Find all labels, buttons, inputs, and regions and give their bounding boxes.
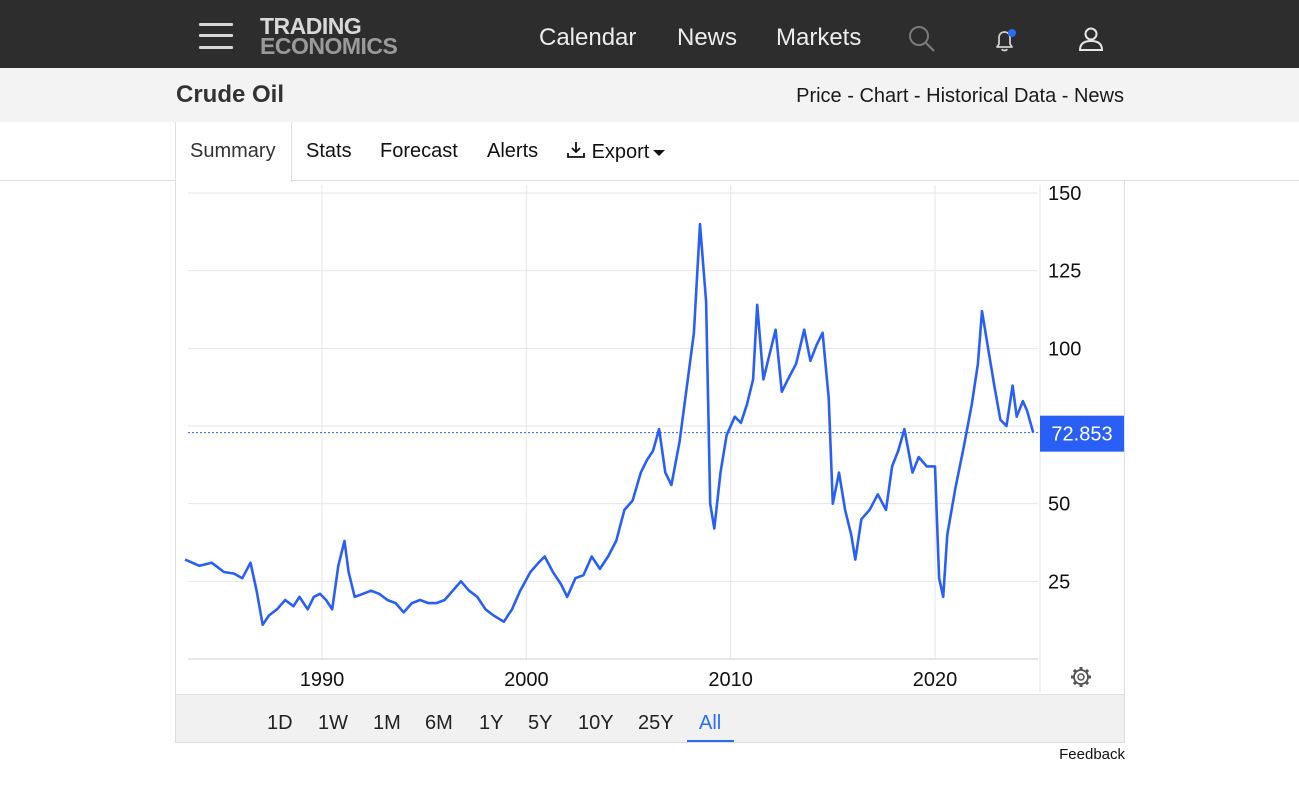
current-value-badge: [1040, 415, 1124, 452]
search-icon[interactable]: [907, 24, 937, 59]
sub-navigation: Price - Chart - Historical Data - News: [796, 85, 1124, 108]
active-tab-indicator: [175, 122, 292, 182]
series-layer: [184, 222, 1035, 627]
current-value-layer: 72.853: [188, 415, 1124, 452]
subnav-price[interactable]: Price: [796, 85, 842, 107]
price-series-line: [184, 222, 1035, 627]
bell-icon[interactable]: [990, 26, 1020, 61]
feedback-link[interactable]: Feedback: [1059, 746, 1125, 763]
tabs-bar: [0, 122, 1299, 181]
range-all[interactable]: All: [699, 712, 722, 734]
x-tick-label: 1990: [300, 669, 345, 691]
nav-calendar[interactable]: Calendar: [539, 24, 637, 51]
range-5y[interactable]: 5Y: [528, 712, 553, 734]
tab-summary[interactable]: Summary: [190, 140, 276, 162]
download-icon: [567, 142, 585, 158]
x-tick-label: 2020: [913, 669, 958, 691]
y-tick-label: 50: [1048, 494, 1070, 516]
subnav-news[interactable]: News: [1073, 85, 1124, 107]
tab-stats[interactable]: Stats: [306, 140, 352, 162]
x-tick-label: 2000: [504, 669, 549, 691]
menu-icon[interactable]: [199, 22, 233, 50]
subnav-separator: -: [1056, 85, 1074, 107]
range-25y[interactable]: 25Y: [638, 712, 674, 734]
logo-line1: TRADING: [260, 13, 362, 39]
nav-markets[interactable]: Markets: [776, 24, 862, 51]
range-1y[interactable]: 1Y: [479, 712, 504, 734]
current-value-label: 72.853: [1051, 424, 1112, 446]
chart-container: [175, 181, 1125, 743]
page-header: [0, 68, 1299, 122]
nav-news[interactable]: News: [677, 24, 738, 51]
active-range-underline: [687, 740, 734, 742]
y-axis: 255075100125150: [1048, 183, 1081, 593]
notification-dot: [1008, 29, 1016, 37]
chevron-down-icon: [653, 149, 666, 156]
y-tick-label: 150: [1048, 183, 1081, 205]
tab-forecast[interactable]: Forecast: [380, 140, 458, 162]
tab-alerts[interactable]: Alerts: [487, 140, 539, 162]
subnav-separator: -: [908, 85, 927, 107]
range-6m[interactable]: 6M: [425, 712, 453, 734]
export-dropdown[interactable]: Export: [566, 140, 666, 164]
subnav-chart[interactable]: Chart: [859, 85, 909, 107]
range-1m[interactable]: 1M: [373, 712, 401, 734]
y-tick-label: 100: [1048, 338, 1081, 360]
range-1w[interactable]: 1W: [318, 712, 348, 734]
subnav-separator: -: [841, 85, 860, 107]
range-10y[interactable]: 10Y: [578, 712, 614, 734]
subnav-historical-data[interactable]: Historical Data: [926, 85, 1057, 107]
y-tick-label: 125: [1048, 261, 1081, 283]
x-tick-label: 2010: [708, 669, 753, 691]
export-label: Export: [591, 141, 650, 163]
user-icon[interactable]: [1076, 24, 1106, 59]
x-axis: 1990 2000 2010 2020: [300, 669, 958, 691]
site-logo[interactable]: TRADING ECONOMICS: [260, 13, 398, 59]
settings-icon[interactable]: [1071, 667, 1091, 687]
range-1d[interactable]: 1D: [267, 712, 293, 734]
logo-line2: ECONOMICS: [260, 33, 398, 59]
chart-grid: [188, 185, 1041, 693]
y-tick-label: 25: [1048, 571, 1070, 593]
page-title: Crude Oil: [176, 81, 285, 108]
range-selector: [176, 694, 1124, 742]
